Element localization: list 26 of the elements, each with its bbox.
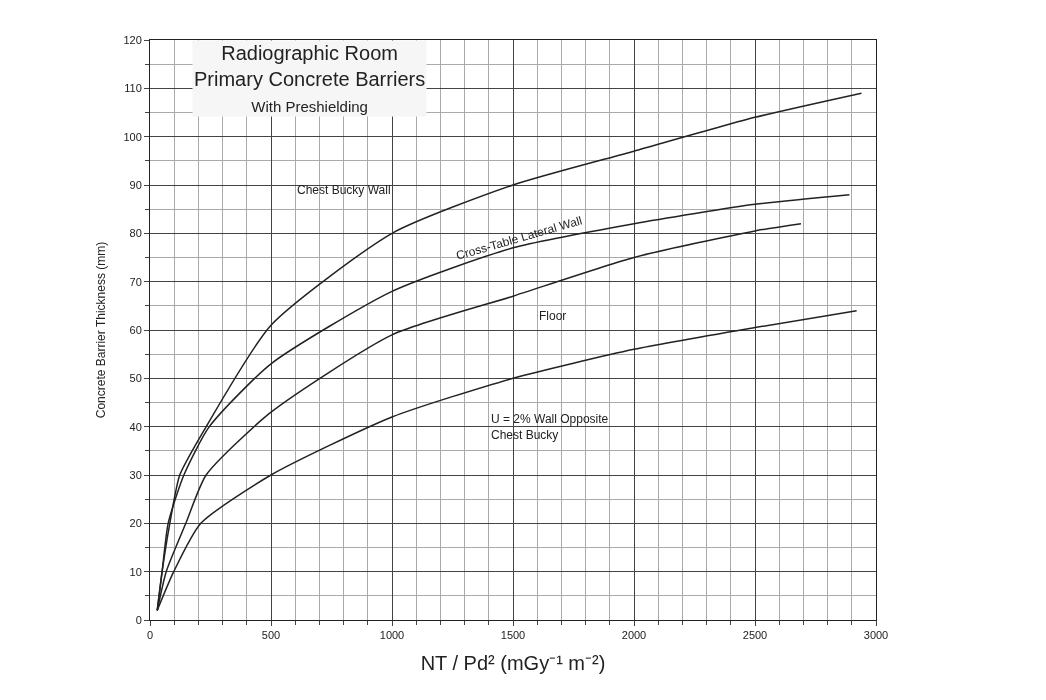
y-tick-label: 30	[129, 468, 142, 481]
x-tick-label: 3000	[863, 629, 889, 642]
y-tick-label: 0	[135, 613, 142, 626]
x-tick-label: 500	[261, 629, 281, 642]
x-tick-label: 2000	[621, 629, 647, 642]
y-tick-label: 110	[124, 82, 142, 95]
y-tick-label: 40	[129, 420, 142, 433]
y-tick-label: 50	[129, 372, 142, 385]
y-tick-label: 80	[129, 227, 142, 240]
y-tick-label: 10	[129, 565, 142, 578]
y-tick-label: 100	[123, 130, 142, 143]
y-tick-label: 120	[123, 33, 142, 46]
y-tick-label: 20	[129, 517, 142, 530]
series-label: Floor	[539, 309, 567, 323]
x-axis-title: NT / Pd² (mGy⁻¹ m⁻²)	[420, 651, 606, 674]
x-tick-label: 1000	[379, 629, 405, 642]
x-tick-label: 0	[146, 629, 154, 642]
x-tick-label: 1500	[500, 629, 526, 642]
y-tick-label: 90	[129, 178, 142, 191]
y-tick-label: 60	[129, 323, 142, 336]
text: Radiographic Room Primary Concrete Barriers	[194, 42, 426, 90]
text: With Preshielding	[251, 98, 368, 115]
x-tick-label: 2500	[742, 629, 768, 642]
y-axis-title: Concrete Barrier Thickness (mm)	[93, 241, 108, 419]
y-tick-label: 70	[129, 275, 142, 288]
text: Chest Bucky Wall	[297, 183, 391, 197]
